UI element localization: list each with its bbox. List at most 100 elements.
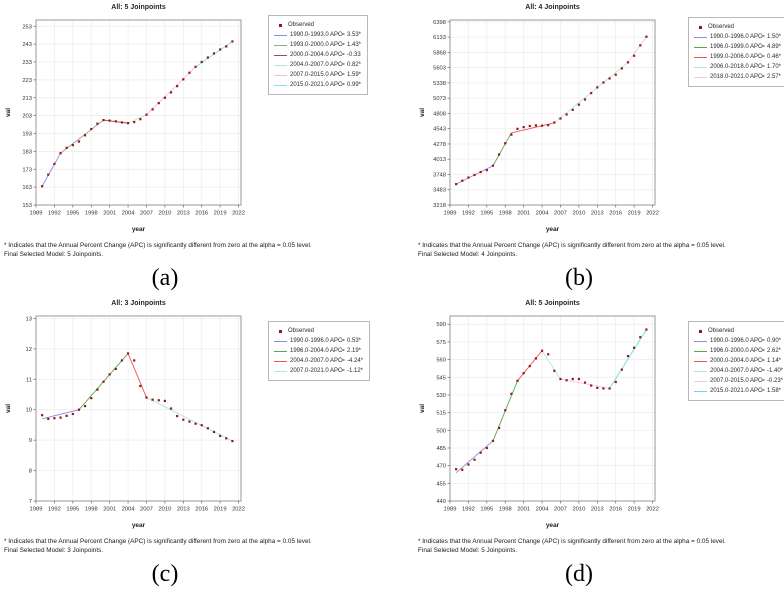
observed-point <box>145 113 148 116</box>
segment-line-icon <box>274 84 287 86</box>
observed-point <box>157 102 160 105</box>
svg-text:5073: 5073 <box>433 96 446 102</box>
segment-line-icon <box>274 74 287 76</box>
legend-equals: = <box>341 32 345 38</box>
observed-point <box>559 377 562 381</box>
legend-item-range: 1996.0-2000.0 APC <box>710 348 763 354</box>
chart-title: All: 3 Joinpoints <box>111 300 166 307</box>
svg-text:253: 253 <box>22 24 32 30</box>
footnote-significance: * Indicates that the Annual Percent Chan… <box>418 242 726 249</box>
observed-marker-icon <box>699 329 702 333</box>
observed-point <box>633 54 636 57</box>
legend-item-range: 2000.0-2004.0 APC <box>290 52 343 58</box>
x-axis-label: year <box>132 226 146 233</box>
subplot-d: 1989 1992 1995 1998 2001 2004 2007 2010 2013 2016… <box>392 296 784 592</box>
svg-text:2004: 2004 <box>122 211 136 217</box>
x-axis-label: year <box>546 522 560 529</box>
apc-segment-line <box>127 353 147 398</box>
legend-item-range: 2004.0-2007.0 APC <box>710 368 763 374</box>
svg-text:1998: 1998 <box>499 507 512 513</box>
observed-point <box>504 142 507 145</box>
legend-item-apc-value: 0.90* <box>767 338 782 344</box>
legend-equals: = <box>761 348 765 354</box>
x-axis-label: year <box>546 226 560 233</box>
chart-b-footnote: * Indicates that the Annual Percent Chan… <box>418 242 784 259</box>
footnote-significance: * Indicates that the Annual Percent Chan… <box>4 538 312 545</box>
observed-point <box>498 426 501 430</box>
observed-point <box>645 328 648 331</box>
observed-point <box>596 386 599 389</box>
observed-point <box>461 179 464 182</box>
observed-point <box>47 173 50 176</box>
chart-d-canvas: 1989 1992 1995 1998 2001 2004 2007 2010 2013 2016… <box>419 300 659 529</box>
apc-segment-line <box>146 66 196 116</box>
chart-title: All: 5 Joinpoints <box>525 300 580 307</box>
observed-point <box>620 67 623 70</box>
observed-point <box>225 45 228 48</box>
observed-point <box>231 439 234 443</box>
footnote-model: Final Selected Model: 5 Joinpoints. <box>4 250 104 258</box>
observed-point <box>626 354 630 358</box>
segment-line-icon <box>274 350 287 352</box>
svg-text:1995: 1995 <box>480 211 493 217</box>
observed-point <box>504 409 507 412</box>
legend-equals: = <box>761 368 765 374</box>
legend-observed: Observed <box>694 22 781 32</box>
legend-item-range: 2015.0-2021.0 APC <box>290 82 343 88</box>
observed-point <box>231 40 234 43</box>
observed-point <box>602 81 605 84</box>
svg-text:1992: 1992 <box>462 507 475 513</box>
legend-observed-label: Observed <box>288 22 315 28</box>
svg-text:500: 500 <box>436 428 446 434</box>
legend-item-range: 2007.0-2015.0 APC <box>290 72 343 78</box>
observed-point <box>188 71 191 74</box>
legend-item: 2000.0-2004.0 APC = 1.14* <box>694 356 783 366</box>
footnote-model: Final Selected Model: 4 Joinpoints. <box>418 250 518 258</box>
segment-line-icon <box>694 36 707 38</box>
observed-point <box>126 352 130 355</box>
observed-point <box>608 387 611 390</box>
observed-point <box>461 468 464 471</box>
observed-point <box>467 463 470 466</box>
chart-b-legend: Observed 1990.0-1996.0 APC = 1.50* 1996.0-19… <box>688 17 784 87</box>
legend-item-apc-value: 1.58* <box>767 388 782 394</box>
legend-item: 2007.0-2021.0 APC = -1.12* <box>274 366 363 376</box>
observed-point <box>516 127 519 130</box>
observed-marker-icon <box>279 23 282 27</box>
svg-text:575: 575 <box>436 340 446 346</box>
svg-text:2004: 2004 <box>122 507 136 513</box>
svg-text:2001: 2001 <box>517 211 530 217</box>
svg-text:223: 223 <box>22 78 32 84</box>
legend-equals: = <box>341 52 345 58</box>
observed-point <box>212 430 216 434</box>
legend-item-apc-value: 1.50* <box>767 34 782 40</box>
svg-text:13: 13 <box>26 316 32 322</box>
observed-point <box>151 108 154 111</box>
observed-point <box>182 78 185 81</box>
segment-line-icon <box>274 64 287 66</box>
observed-point <box>41 185 44 188</box>
legend-item: 1990.0-1996.0 APC = 1.50* <box>694 32 781 42</box>
segment-line-icon <box>694 390 707 392</box>
chart-d-footnote: * Indicates that the Annual Percent Chan… <box>418 538 784 555</box>
svg-text:5868: 5868 <box>433 50 446 56</box>
legend-equals: = <box>761 64 765 70</box>
apc-segment-line <box>127 114 147 124</box>
observed-point <box>53 162 56 165</box>
y-axis-label: val <box>5 108 12 117</box>
segment-line-icon <box>274 340 287 342</box>
observed-point <box>479 451 482 454</box>
observed-point <box>102 118 105 122</box>
svg-text:173: 173 <box>22 167 32 173</box>
observed-point <box>577 377 580 381</box>
observed-point <box>71 144 74 147</box>
svg-text:183: 183 <box>22 149 32 155</box>
observed-point <box>114 367 117 371</box>
observed-point <box>639 336 642 339</box>
svg-text:153: 153 <box>22 203 32 209</box>
observed-point <box>90 127 93 131</box>
observed-point <box>200 424 203 427</box>
svg-text:1992: 1992 <box>48 507 61 513</box>
legend-item-range: 2018.0-2021.0 APC <box>710 74 763 80</box>
